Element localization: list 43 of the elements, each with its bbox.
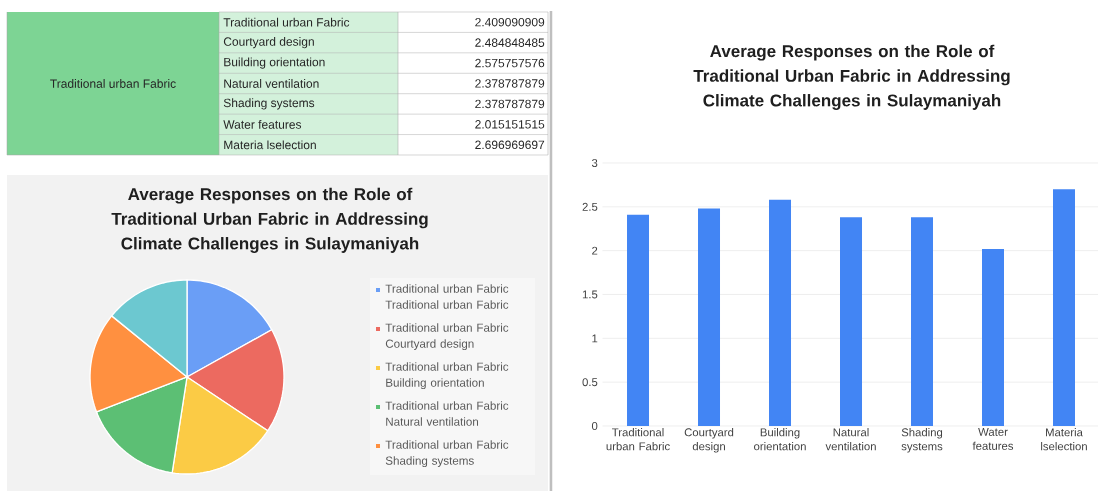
- chart-title: Average Responses on the Role of Traditional Urban Fabric in Addressing Climate Challenges in Sulaymaniyah: [111, 187, 428, 253]
- category-label: Courtyard design: [223, 37, 314, 49]
- x-tick-label: Traditional urban Fabric: [606, 428, 670, 451]
- y-tick-label: 1.5: [582, 290, 598, 299]
- category-label: Building orientation: [224, 57, 325, 69]
- category-label: Traditional urban Fabric: [223, 17, 350, 27]
- data-label: 2.409090909: [475, 17, 545, 27]
- y-tick-label: 0.5: [582, 378, 598, 387]
- x-tick-label: Materia lselection: [1041, 428, 1087, 451]
- bar: [769, 199, 792, 426]
- data-label: 2.378787879: [475, 79, 545, 88]
- data-label: 2.484848485: [475, 38, 545, 47]
- bar: [911, 217, 934, 426]
- data-label: 2.378787879: [475, 99, 545, 109]
- text: Traditional urban Fabric: [50, 79, 176, 88]
- bar: [627, 214, 650, 426]
- x-tick-label: Building orientation: [754, 428, 806, 451]
- legend-label: Traditional urban Fabric Building orientation: [385, 362, 509, 390]
- x-tick-label: Natural ventilation: [825, 428, 876, 451]
- y-tick-label: 2: [592, 246, 598, 255]
- legend-label: Traditional urban Fabric Traditional urban Fabric: [385, 284, 509, 309]
- legend-label: Traditional urban Fabric Shading systems: [385, 440, 509, 468]
- chart-title: Average Responses on the Role of Traditional Urban Fabric in Addressing Climate Challenges in Sulaymaniyah: [693, 44, 1010, 110]
- category-label: Shading systems: [223, 98, 315, 110]
- y-tick-label: 0: [591, 421, 598, 430]
- bar: [982, 248, 1004, 426]
- bar: [698, 208, 721, 426]
- y-tick-label: 2.5: [582, 202, 598, 211]
- y-tick-label: 1: [592, 334, 598, 343]
- bar: [840, 217, 863, 426]
- legend-label: Traditional urban Fabric Courtyard design: [385, 323, 509, 351]
- category-label: Materia lselection: [224, 140, 316, 150]
- x-tick-label: Courtyard design: [684, 428, 734, 453]
- category-label: Natural ventilation: [224, 79, 319, 88]
- y-tick-label: 3: [591, 158, 598, 167]
- x-tick-label: Water features: [972, 428, 1014, 450]
- x-tick-label: Shading systems: [901, 428, 943, 453]
- legend-label: Traditional urban Fabric Natural ventilation: [385, 401, 509, 426]
- data-label: 2.575757576: [475, 58, 545, 68]
- data-label: 2.696969697: [475, 140, 545, 150]
- data-label: 2.015151515: [475, 120, 545, 129]
- category-label: Water features: [223, 119, 302, 129]
- bar: [1053, 189, 1075, 426]
